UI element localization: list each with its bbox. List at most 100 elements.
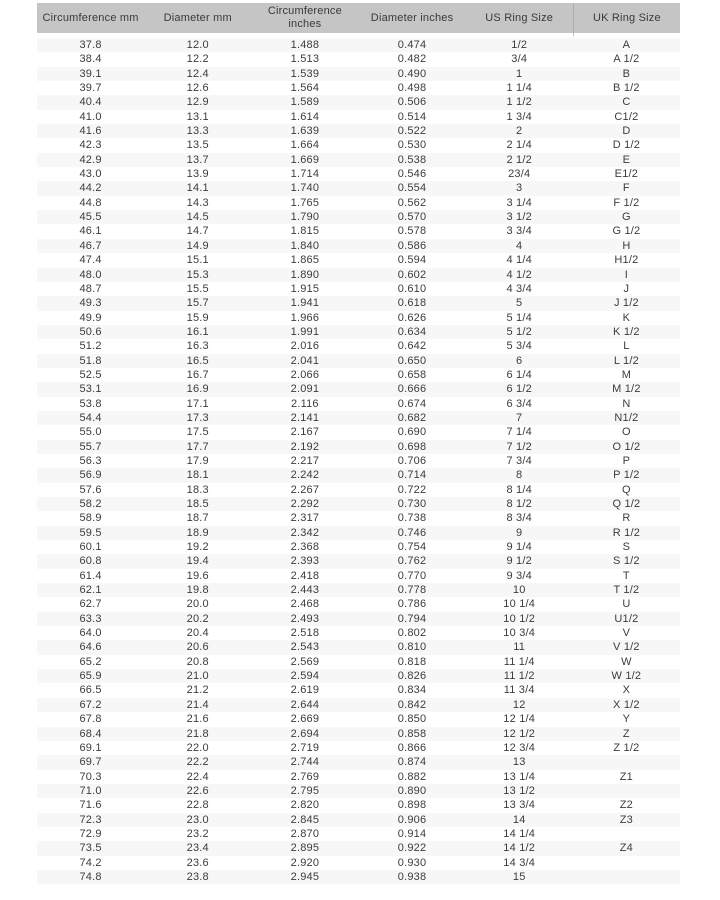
table-cell: 60.8	[79, 555, 102, 568]
table-cell: F	[622, 182, 630, 195]
table-cell: 74.2	[79, 856, 102, 869]
table-cell: W 1/2	[611, 670, 642, 683]
table-cell: 14 3/4	[503, 856, 536, 869]
table-cell: 3	[516, 182, 523, 195]
table-cell: B 1/2	[613, 82, 640, 95]
table-cell: 0.594	[397, 254, 427, 267]
table-cell: X	[622, 684, 631, 697]
table-cell: 0.602	[397, 268, 427, 281]
table-cell: 1.714	[290, 168, 320, 181]
table-cell: 54.4	[79, 411, 102, 424]
table-cell: 43.0	[79, 168, 102, 181]
table-cell: 2.920	[290, 856, 320, 869]
table-cell: 0.578	[397, 225, 427, 238]
table-cell: 5	[516, 297, 523, 310]
table-cell: 1.488	[290, 39, 320, 51]
table-cell: 42.3	[79, 139, 102, 152]
table-row: 39.1 12.4 1.539 0.490 1 B	[37, 66, 680, 82]
table-cell: 39.1	[79, 67, 102, 80]
table-cell: 2.694	[290, 727, 320, 740]
table-cell	[573, 870, 680, 884]
table-cell: 22.2	[186, 756, 209, 769]
table-cell: 58.9	[79, 512, 102, 525]
table-cell: 11 3/4	[503, 684, 535, 697]
table-cell: 0.698	[397, 440, 427, 453]
table-cell: 14.1	[186, 182, 209, 195]
table-cell: 20.6	[186, 641, 209, 654]
table-cell: 23.2	[186, 827, 209, 840]
table-cell: 0.738	[397, 512, 427, 525]
table-row: 58.2 18.5 2.292 0.730 8 1/2 Q 1/2	[37, 497, 680, 512]
table-cell: 20.8	[186, 655, 209, 668]
table-cell: 0.922	[397, 842, 427, 855]
table-row: 68.4 21.8 2.694 0.858 12 1/2 Z	[37, 726, 680, 741]
table-cell: 14.5	[186, 211, 209, 224]
table-cell: 62.7	[79, 598, 102, 611]
table-cell: 1 1/2	[506, 96, 532, 109]
table-cell: 16.9	[186, 383, 209, 396]
table-row: 59.5 18.9 2.342 0.746 9 R 1/2	[37, 525, 680, 541]
table-cell: 0.794	[397, 612, 427, 625]
table-cell: 2.016	[290, 340, 320, 353]
table-cell: 6 1/2	[506, 383, 532, 396]
table-cell: 59.5	[79, 526, 102, 539]
table-cell: 71.6	[79, 799, 102, 812]
table-cell: 72.9	[79, 827, 102, 840]
table-cell: 5 1/4	[506, 311, 532, 324]
table-cell: 17.7	[186, 440, 209, 453]
table-cell: 13.7	[186, 153, 209, 166]
table-cell: 12.9	[186, 96, 209, 109]
table-cell: J	[623, 282, 630, 295]
table-cell: 2.192	[290, 440, 320, 453]
table-cell: 48.7	[79, 282, 102, 295]
table-cell: 7 1/4	[506, 426, 532, 439]
table-cell: 0.810	[397, 641, 427, 654]
table-cell: 0.746	[397, 526, 427, 539]
table-row: 50.6 16.1 1.991 0.634 5 1/2 K 1/2	[37, 324, 680, 340]
table-cell: 21.6	[186, 713, 209, 726]
table-cell: 74.8	[79, 870, 102, 883]
table-cell: 0.538	[397, 153, 427, 166]
table-cell: 8 3/4	[506, 512, 532, 525]
table-row: 40.4 12.9 1.589 0.506 1 1/2 C	[37, 95, 680, 110]
table-cell: 8 1/2	[506, 498, 532, 510]
table-cell: 15.9	[186, 311, 209, 324]
table-cell: 5 3/4	[506, 340, 532, 353]
table-cell: 10 1/2	[503, 612, 536, 625]
table-cell: 0.906	[397, 813, 427, 826]
table-cell: Q 1/2	[612, 498, 641, 510]
column-header: Circumference inches	[251, 3, 359, 38]
table-row: 41.6 13.3 1.639 0.522 2 D	[37, 124, 680, 139]
table-row: 52.5 16.7 2.066 0.658 6 1/4 M	[37, 367, 680, 383]
table-cell: 3 1/4	[506, 196, 532, 209]
table-cell: 63.3	[79, 612, 102, 625]
table-cell: K 1/2	[613, 325, 640, 338]
table-cell: 15.3	[186, 268, 209, 281]
table-cell: 45.5	[79, 211, 102, 224]
table-cell: 18.9	[186, 526, 209, 539]
table-cell: 12 3/4	[503, 741, 536, 754]
table-body: 37.8 12.0 1.488 0.474 1/2 A 38.4 12.2 1.513 0.482…	[37, 38, 680, 885]
table-cell: O	[622, 426, 631, 439]
table-row: 71.0 22.6 2.795 0.890 13 1/2	[37, 783, 680, 799]
table-cell: H1/2	[614, 254, 639, 267]
table-cell: 0.834	[397, 684, 427, 697]
table-cell: R	[622, 512, 631, 525]
table-cell: 2.167	[290, 426, 320, 439]
table-cell: 1.614	[290, 110, 320, 123]
table-cell: 13.1	[186, 110, 209, 123]
table-cell: 0.650	[397, 354, 427, 367]
table-cell: X 1/2	[613, 698, 640, 711]
table-cell: 13.9	[186, 168, 209, 181]
table-cell: 2.644	[290, 698, 320, 711]
table-row: 55.7 17.7 2.192 0.698 7 1/2 O 1/2	[37, 439, 680, 454]
table-cell: 65.2	[79, 655, 102, 668]
table-cell: 9 1/4	[506, 541, 532, 554]
table-cell: 0.610	[397, 282, 427, 295]
table-cell: 49.3	[79, 297, 102, 310]
table-row: 63.3 20.2 2.493 0.794 10 1/2 U1/2	[37, 611, 680, 627]
table-row: 72.3 23.0 2.845 0.906 14 Z3	[37, 812, 680, 827]
table-cell: 23.4	[186, 842, 209, 855]
table-cell: 1.669	[290, 153, 320, 166]
table-cell: 0.730	[397, 498, 427, 510]
